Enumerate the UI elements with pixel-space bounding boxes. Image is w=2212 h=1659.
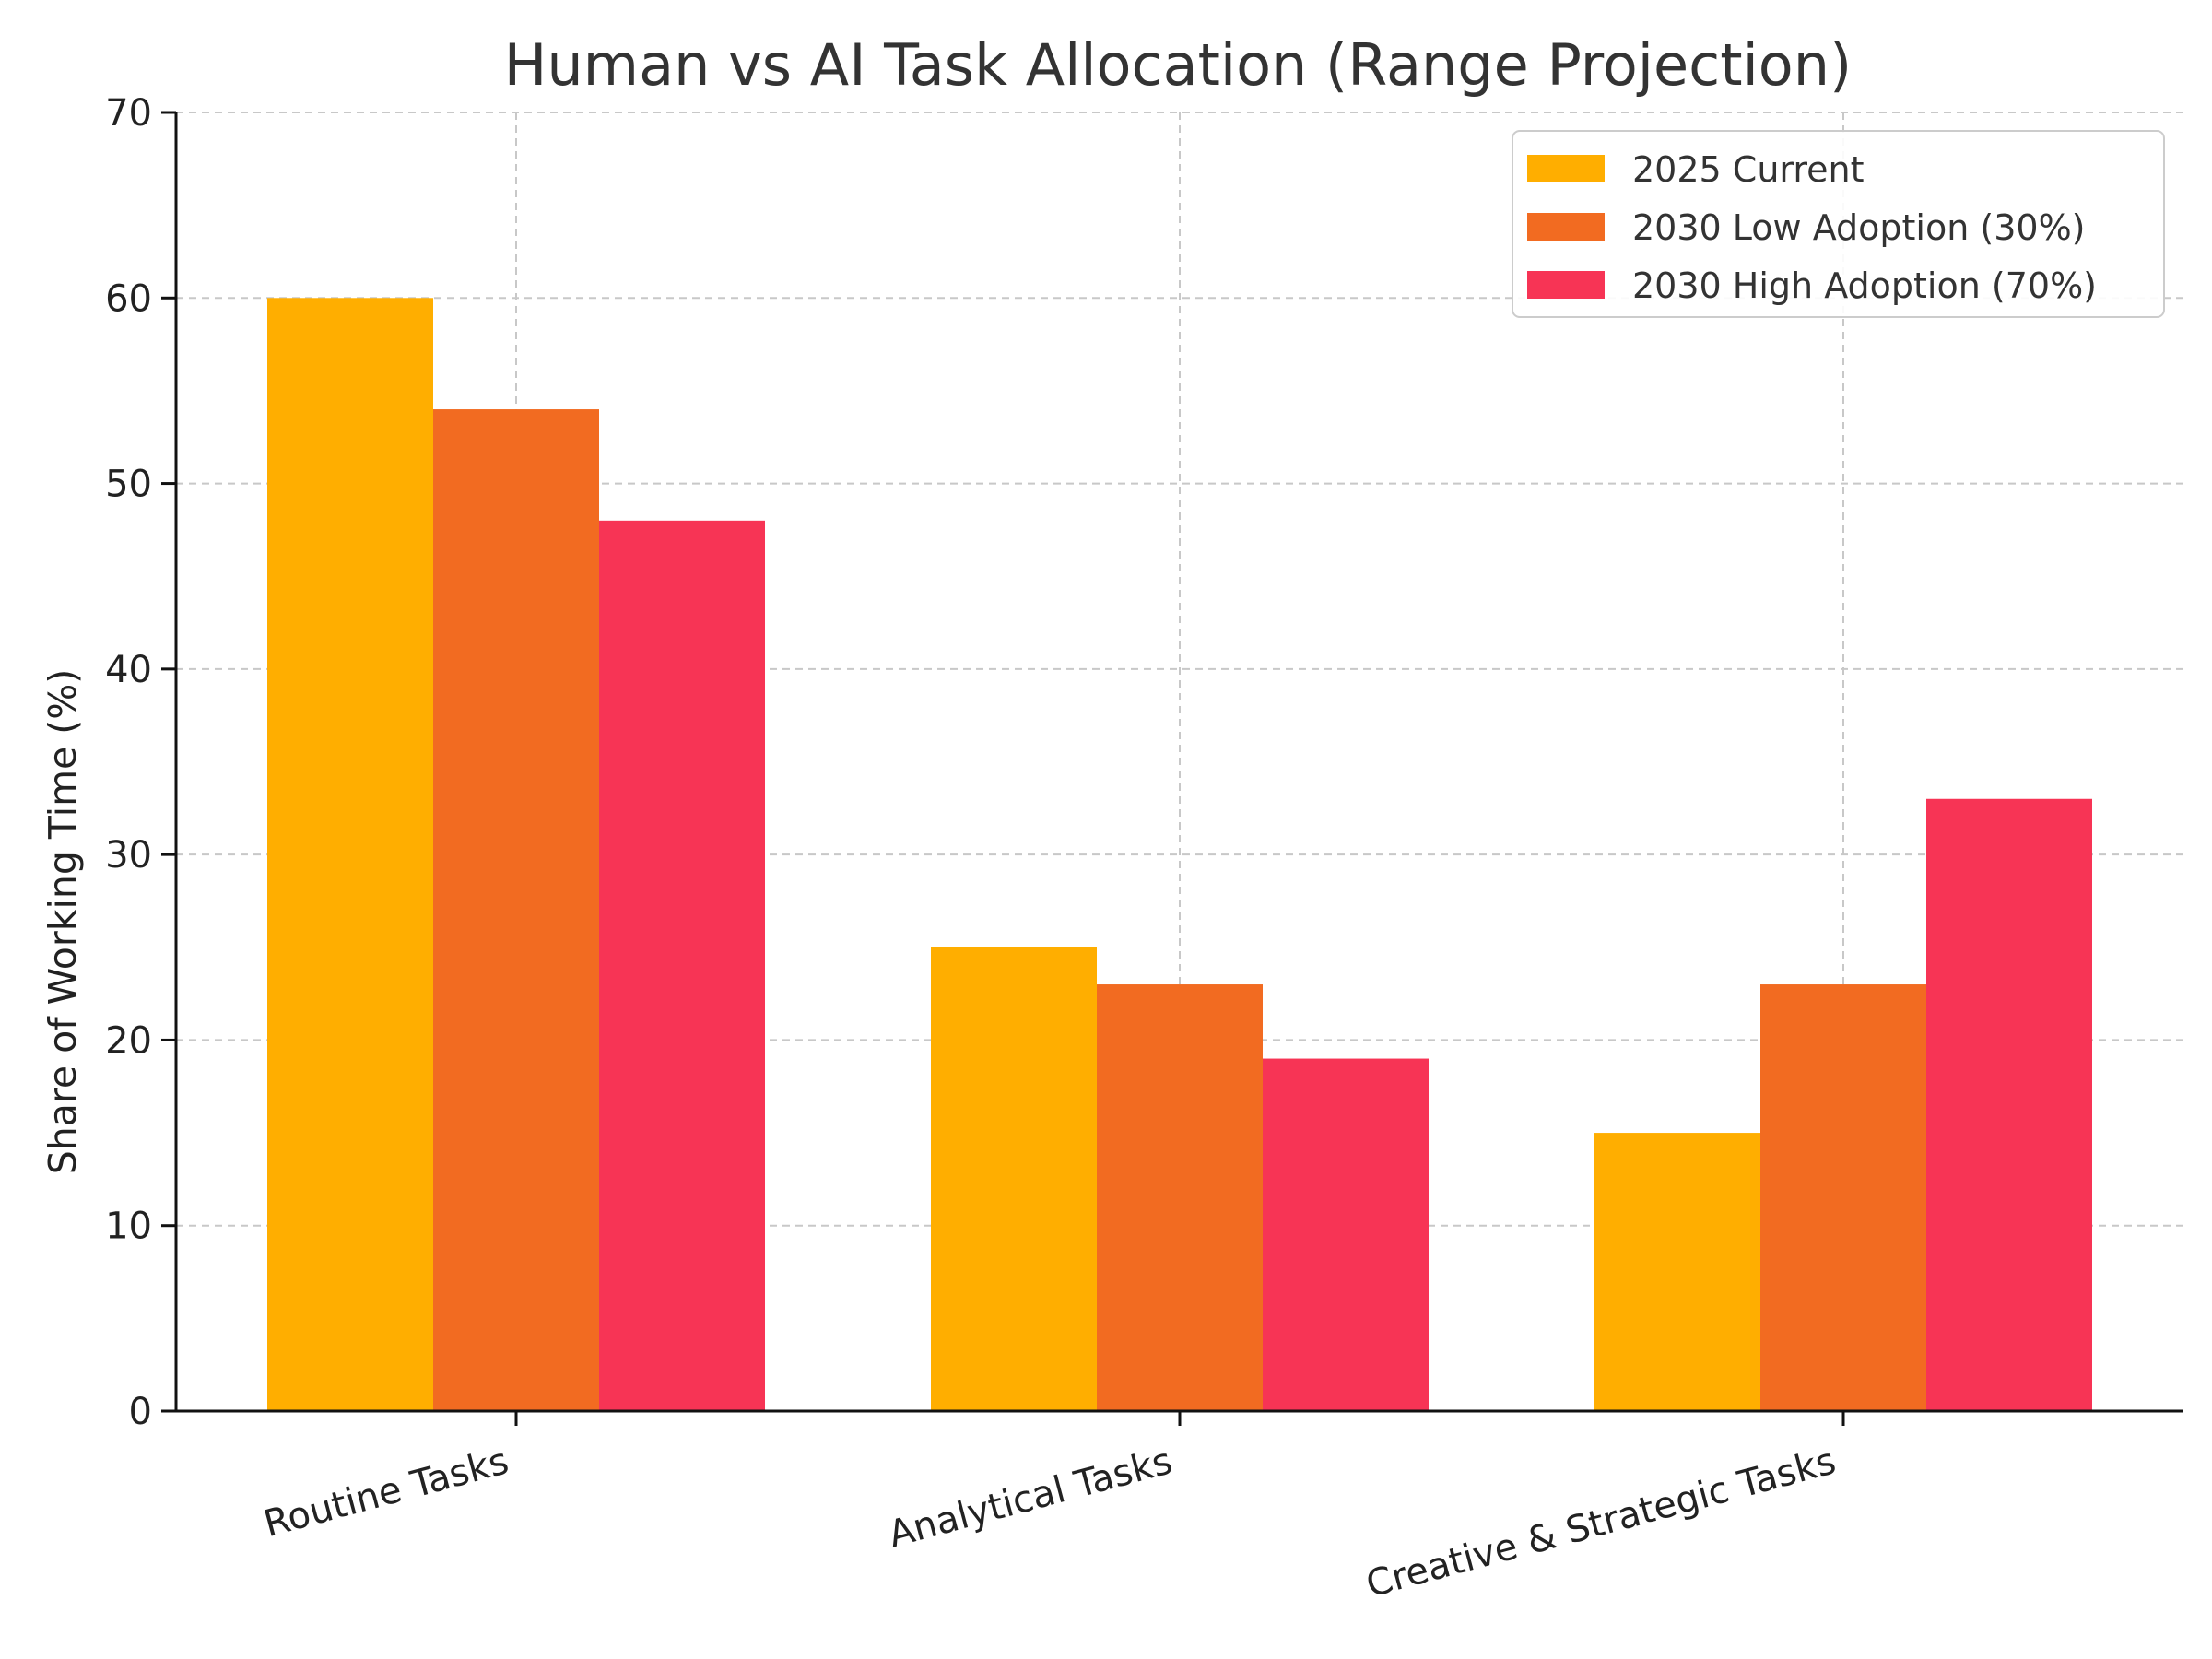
y-axis-title: Share of Working Time (%): [41, 669, 85, 1174]
y-tick-label: 70: [105, 92, 152, 135]
axes-layer: [161, 111, 2183, 1426]
legend-entry-label: 2030 Low Adoption (30%): [1632, 207, 2086, 248]
bar-1-series-3: [599, 520, 765, 1411]
bars-layer: [267, 298, 2092, 1412]
y-tick-label: 50: [105, 464, 152, 506]
chart-title: Human vs AI Task Allocation (Range Proje…: [504, 31, 1852, 99]
bar-1-series-2: [433, 409, 599, 1411]
legend-swatch: [1527, 155, 1605, 182]
y-tick-label: 10: [105, 1206, 152, 1248]
y-tick-label: 60: [105, 277, 152, 320]
y-tick-label: 40: [105, 649, 152, 691]
y-tick-label: 30: [105, 834, 152, 877]
legend-swatch: [1527, 213, 1605, 241]
bar-3-series-3: [1926, 798, 2092, 1411]
y-tick-label: 0: [129, 1391, 152, 1433]
bar-1-series-1: [267, 298, 433, 1412]
bar-2-series-3: [1263, 1058, 1429, 1411]
legend-frame: [1512, 130, 2165, 318]
bar-2-series-2: [1097, 984, 1263, 1411]
legend-entry-label: 2030 High Adoption (70%): [1632, 265, 2097, 306]
legend-swatch: [1527, 271, 1605, 299]
legend: 2025 Current 2030 Low Adoption (30%) 2030 …: [1512, 130, 2165, 318]
legend-entry-label: 2025 Current: [1632, 149, 1865, 190]
x-category-label: Creative & Strategic Tasks: [1362, 1440, 1841, 1606]
x-category-label: Analytical Tasks: [884, 1440, 1176, 1556]
bar-2-series-1: [931, 947, 1097, 1411]
x-category-label: Routine Tasks: [259, 1440, 512, 1546]
bar-3-series-2: [1760, 984, 1926, 1411]
y-tick-label: 20: [105, 1019, 152, 1062]
bar-3-series-1: [1594, 1133, 1760, 1411]
